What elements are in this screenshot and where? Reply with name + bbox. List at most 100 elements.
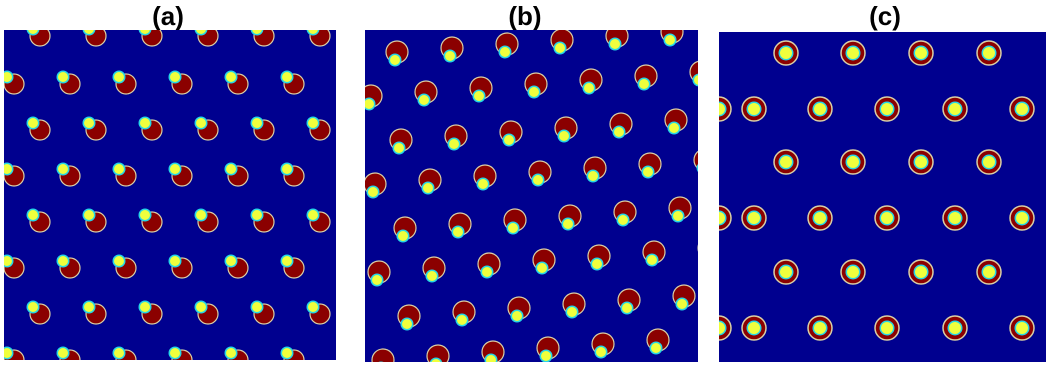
bubble-b [617,288,641,315]
bubble-b [672,284,696,311]
ring-c [908,149,934,175]
bubble-b [499,120,523,147]
bubble-b [507,296,531,323]
bubble-b [689,60,698,87]
bubble-b [693,150,698,173]
bubble-a [250,208,275,233]
bubble-b [528,160,552,187]
bubble-b [477,252,501,279]
bubble-b [554,116,578,143]
bubble-a [306,300,331,325]
bubble-b [503,208,527,235]
bubble-a [112,162,137,187]
bubble-a [224,70,249,95]
ring-c [1009,96,1035,122]
bubble-a [280,346,305,360]
bubble-b [426,344,450,362]
bubble-b [605,30,629,51]
ring-c [1009,205,1035,231]
ring-c [942,205,968,231]
panel-c-image [719,32,1046,362]
bubble-b [550,30,574,55]
bubble-b [638,152,662,179]
panel-a-svg [4,30,331,360]
bubble-a [168,162,193,187]
ring-c [874,205,900,231]
bubble-a [250,30,275,47]
bubble-a [112,346,137,360]
bubble-b [414,80,438,107]
bubble-a [280,70,305,95]
bubble-a [280,162,305,187]
bubble-a [250,116,275,141]
bubble-a [26,30,51,47]
ring-c [741,96,767,122]
bubble-b [668,196,692,223]
bubble-b [536,336,560,362]
ring-c [908,40,934,66]
ring-c [719,96,732,122]
bubble-b [473,164,497,191]
bubble-b [452,300,476,327]
bubble-a [194,300,219,325]
bubble-a [224,162,249,187]
ring-c [807,205,833,231]
bubble-a [112,254,137,279]
bubble-a [26,208,51,233]
bubble-a [280,254,305,279]
bubble-b [418,168,442,195]
ring-c [773,149,799,175]
bubble-b [365,84,383,111]
bubble-a [194,30,219,47]
ring-c [773,259,799,285]
bubble-a [138,116,163,141]
bubble-a [56,162,81,187]
bubble-a [194,208,219,233]
bubble-a [224,346,249,360]
bubble-b [367,260,391,287]
bubble-a [224,254,249,279]
bubble-b [634,64,658,91]
bubble-a [168,254,193,279]
ring-c [874,96,900,122]
bubble-b [371,348,395,362]
bubble-a [4,254,25,279]
bubble-a [168,346,193,360]
ring-c [719,315,732,341]
bubble-a [138,208,163,233]
ring-c [741,205,767,231]
bubble-b [389,128,413,155]
ring-c [1009,315,1035,341]
bubble-b [532,248,556,275]
bubble-a [168,70,193,95]
bubble-b [660,30,684,47]
bubble-a [26,300,51,325]
bubble-b [448,212,472,239]
bubble-a [82,300,107,325]
panel-b-svg [365,30,698,362]
bubble-b [495,32,519,59]
bubble-a [194,116,219,141]
bubble-a [112,70,137,95]
bubble-b [365,172,387,199]
ring-c [840,40,866,66]
bubble-b [440,36,464,63]
bubble-a [26,116,51,141]
bubble-b [562,292,586,319]
bubble-b [469,76,493,103]
ring-c [976,259,1002,285]
ring-c [840,259,866,285]
bubble-b [587,244,611,271]
bubble-b [591,332,615,359]
bubble-b [609,112,633,139]
bubble-b [481,340,505,362]
ring-c [976,149,1002,175]
ring-c [976,40,1002,66]
bubble-b [393,216,417,243]
ring-c [807,96,833,122]
ring-c [741,315,767,341]
bubble-a [56,70,81,95]
bubble-a [306,116,331,141]
bubble-a [56,254,81,279]
